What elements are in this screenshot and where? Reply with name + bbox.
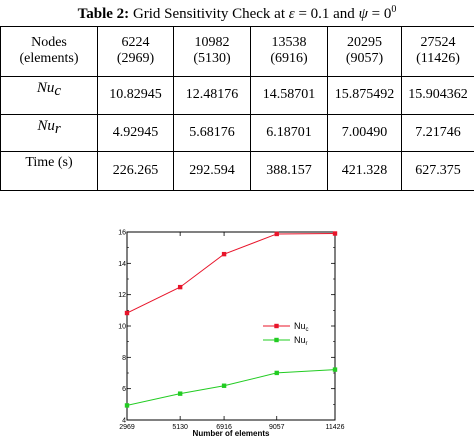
table-cell: 6.18701 — [250, 113, 328, 152]
table-cell: 14.58701 — [250, 75, 328, 115]
header-cell: 6224 (2969) — [97, 26, 174, 77]
legend-marker — [274, 323, 279, 329]
data-point — [177, 284, 183, 290]
table-cell: 388.157 — [250, 150, 328, 192]
series-line — [126, 232, 336, 314]
table-cell: 10.82945 — [97, 75, 174, 115]
header-label-line2: (elements) — [19, 51, 79, 67]
header-cell: 13538 (6916) — [250, 26, 328, 77]
table-row-nuc: Nuc 10.82945 12.48176 14.58701 15.875492… — [0, 75, 474, 115]
data-point — [177, 391, 183, 396]
data-point — [332, 367, 338, 372]
y-tick-label: 16 — [118, 230, 126, 237]
x-tick-label: 5130 — [172, 424, 188, 431]
table-cell: 627.375 — [401, 150, 474, 192]
header-label-cell: Nodes (elements) — [0, 26, 98, 77]
header-elements: (2969) — [116, 51, 155, 67]
series-line — [126, 369, 336, 406]
caption-epsilon: ε — [288, 6, 295, 22]
data-point — [274, 231, 279, 237]
caption-label: Table 2: — [77, 6, 130, 22]
x-axis-label: Number of elements — [193, 429, 270, 438]
data-point — [274, 370, 279, 376]
caption-epsilon-value: = 0.1 and — [294, 6, 359, 22]
caption-psi: ψ — [358, 6, 368, 22]
x-tick-label: 6916 — [216, 424, 232, 431]
data-point — [332, 231, 338, 236]
header-cell: 27524 (11426) — [401, 26, 474, 77]
header-elements: (9057) — [345, 51, 384, 67]
header-nodes: 10982 — [194, 35, 230, 51]
caption-psi-exponent: 0 — [391, 4, 397, 15]
x-tick-label: 2969 — [119, 424, 135, 431]
y-tick-label: 8 — [122, 355, 126, 362]
nusselt-vs-elements-chart: 4 6 8 10 12 14 16 2969 5130 6916 9057 11426 Number o… — [118, 230, 345, 439]
header-cell: 20295 (9057) — [327, 26, 402, 77]
y-tick-label: 14 — [118, 261, 126, 268]
table-cell: 15.904362 — [401, 75, 474, 115]
y-tick-label: 4 — [122, 418, 126, 425]
table-cell: 15.875492 — [327, 75, 402, 115]
row-symbol-sub: r — [54, 121, 61, 138]
row-label-nur: Nur — [0, 113, 98, 152]
header-elements: (6916) — [270, 51, 308, 67]
legend-marker — [274, 337, 279, 343]
table-row-nur: Nur 4.92945 5.68176 6.18701 7.00490 7.21… — [0, 113, 474, 152]
header-elements: (11426) — [416, 51, 460, 67]
x-tick-label: 9057 — [269, 424, 285, 431]
y-tick-label: 6 — [122, 386, 126, 393]
table-cell: 5.68176 — [173, 113, 251, 152]
header-elements: (5130) — [193, 51, 231, 67]
y-tick-label: 10 — [118, 324, 126, 331]
row-label-nuc: Nuc — [0, 75, 98, 115]
caption-psi-value: = 0 — [367, 6, 392, 22]
table-header-row: Nodes (elements) 6224 (2969) 10982 (5130) … — [0, 26, 474, 77]
table-cell: 7.00490 — [327, 113, 402, 152]
data-point — [124, 310, 130, 316]
header-nodes: 27524 — [420, 35, 456, 51]
row-label-time: Time (s) — [0, 150, 98, 192]
row-symbol: Nu — [37, 117, 55, 134]
data-point — [124, 403, 130, 408]
legend-label: Nur — [294, 335, 308, 347]
row-symbol-sub: c — [54, 83, 62, 100]
grid-sensitivity-table: Nodes (elements) 6224 (2969) 10982 (5130) … — [0, 26, 474, 192]
data-point — [221, 251, 227, 257]
header-label-line1: Nodes — [31, 35, 67, 51]
table-cell: 292.594 — [173, 150, 251, 192]
table-row-time: Time (s) 226.265 292.594 388.157 421.328… — [0, 150, 474, 192]
table-cell: 421.328 — [327, 150, 402, 192]
header-nodes: 13538 — [271, 35, 307, 51]
y-tick-label: 12 — [118, 292, 126, 299]
table-cell: 4.92945 — [97, 113, 174, 152]
table-cell: 7.21746 — [401, 113, 474, 152]
header-nodes: 20295 — [347, 35, 382, 51]
table-cell: 226.265 — [97, 150, 174, 192]
table-caption: Table 2: Grid Sensitivity Check at ε = 0… — [0, 0, 474, 24]
row-symbol: Nu — [36, 79, 55, 96]
header-cell: 10982 (5130) — [173, 26, 251, 77]
x-tick-label: 11426 — [326, 424, 345, 431]
data-point — [221, 383, 227, 388]
header-nodes: 6224 — [121, 35, 150, 51]
table-cell: 12.48176 — [173, 75, 251, 115]
legend-label: Nuc — [294, 321, 309, 333]
caption-prefix: Grid Sensitivity Check at — [129, 6, 289, 22]
